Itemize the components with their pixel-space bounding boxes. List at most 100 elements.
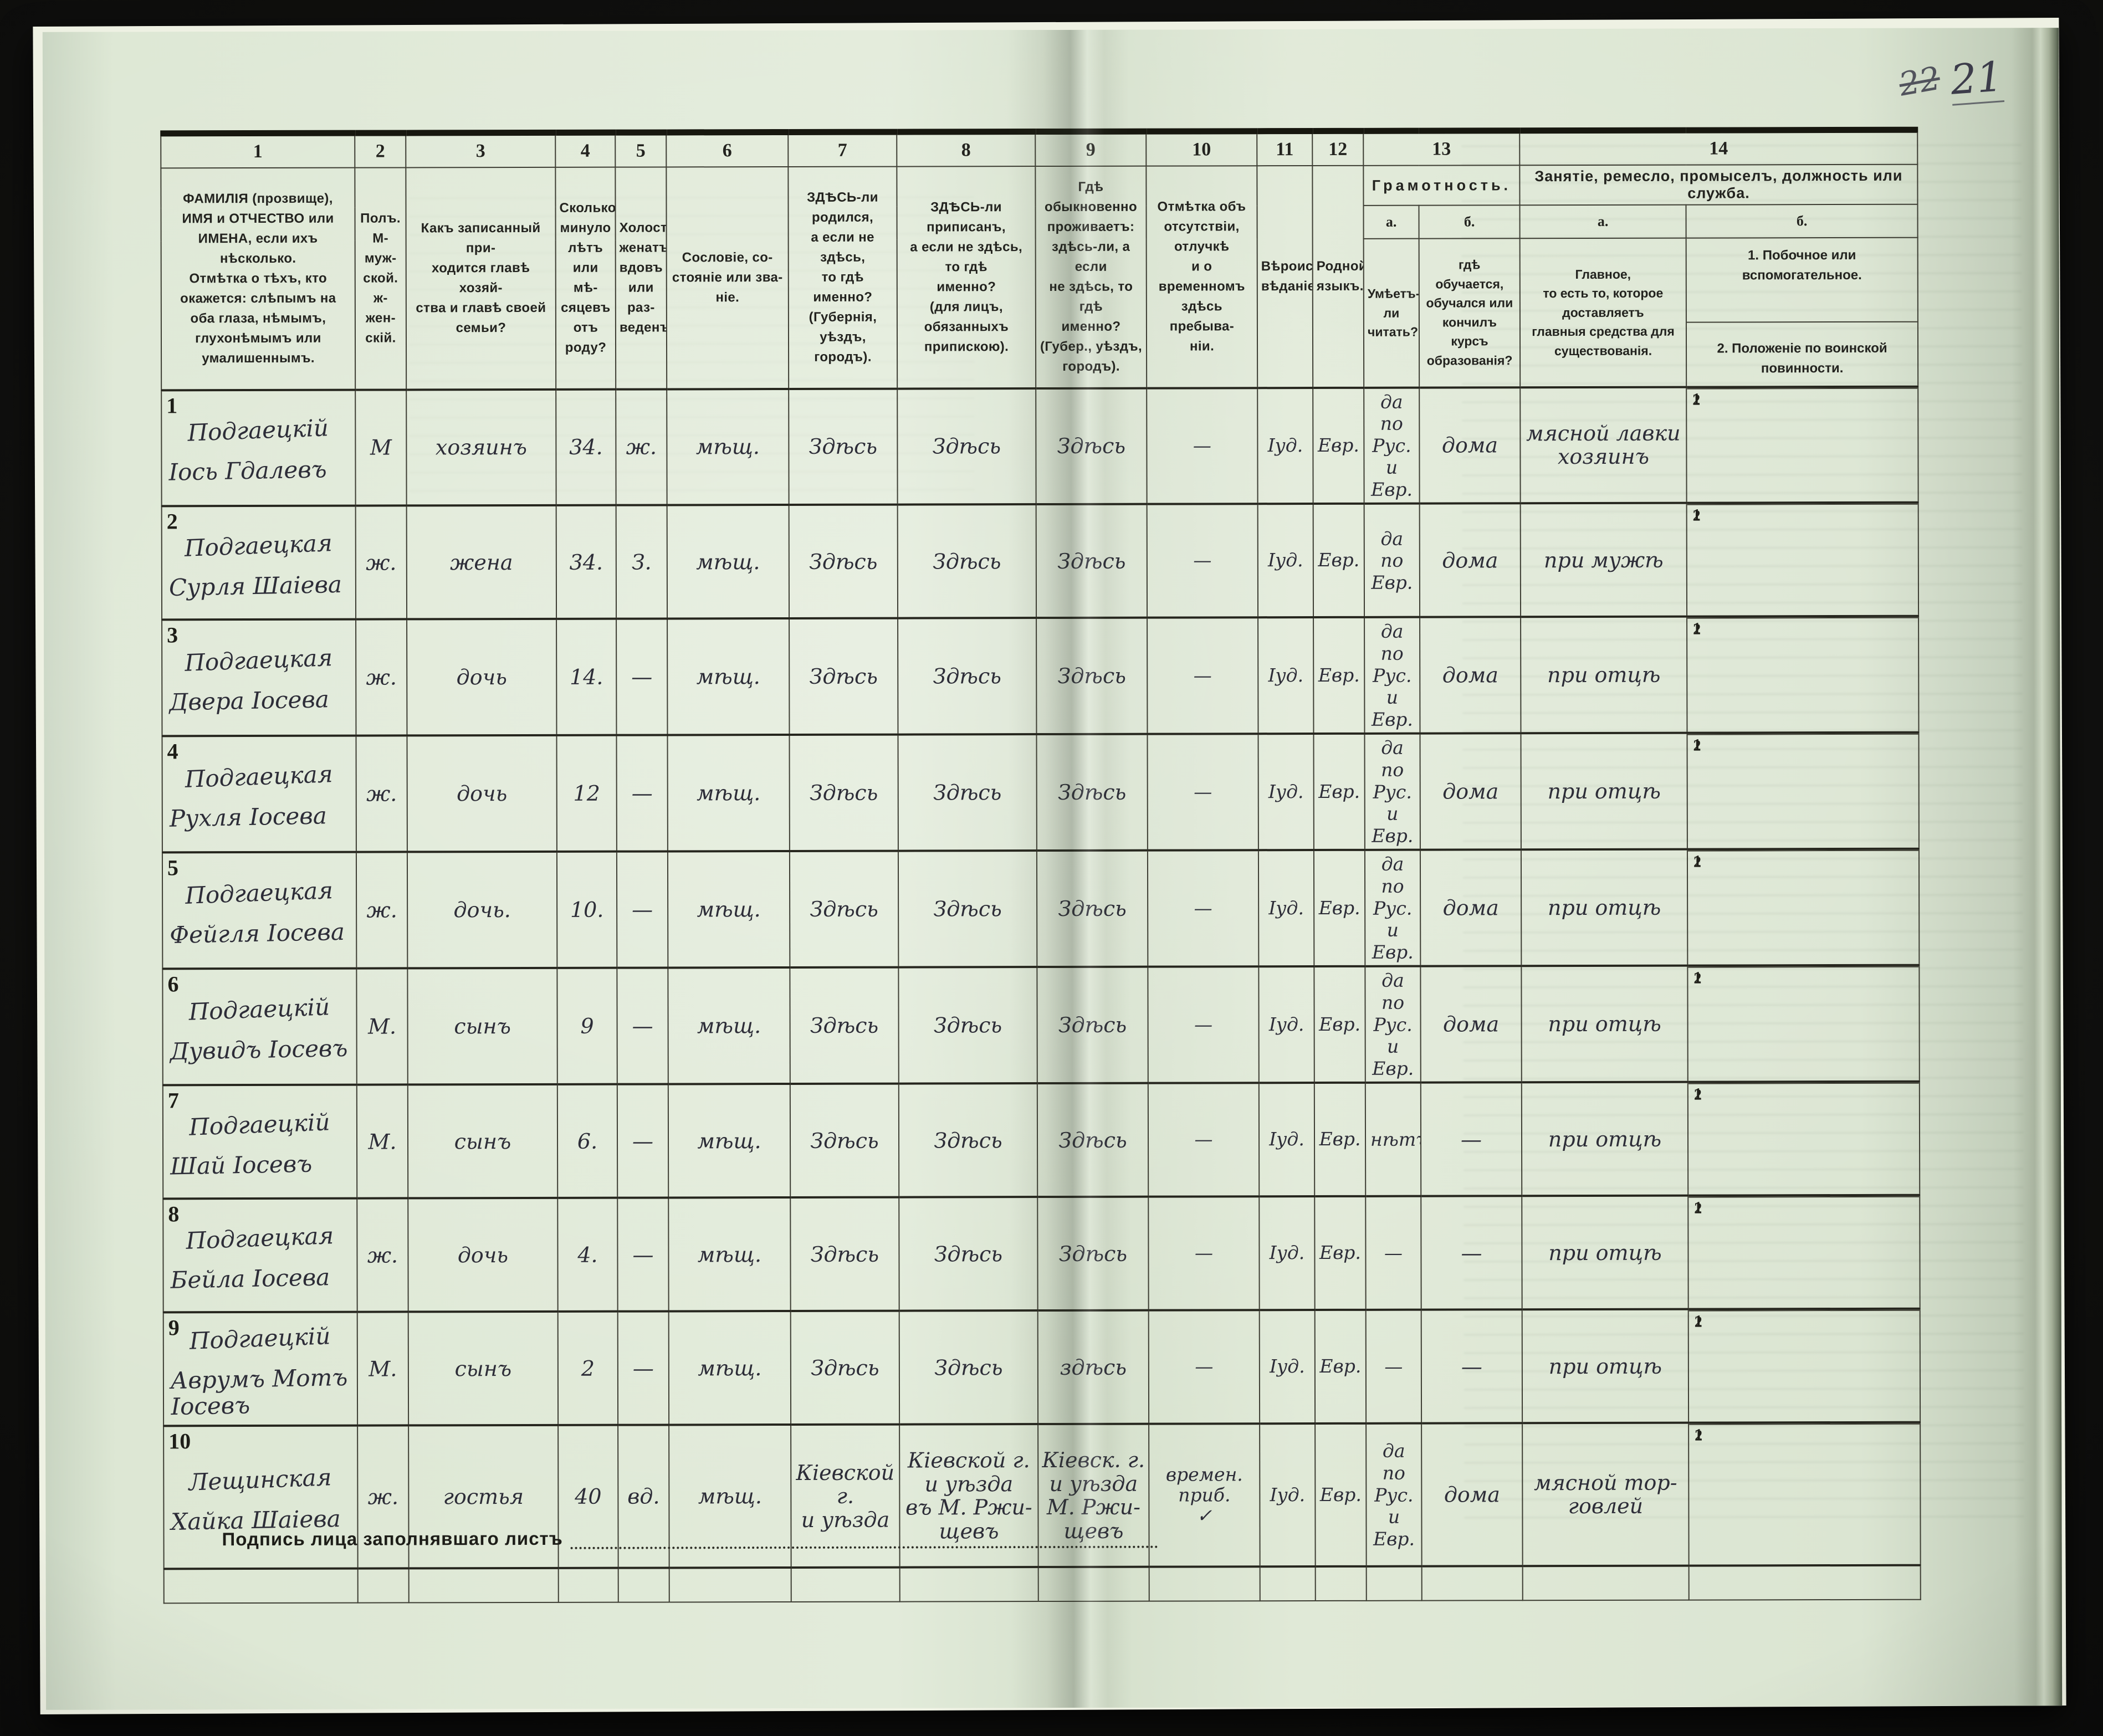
empty-cell <box>1421 1566 1523 1601</box>
hw-age: 10. <box>570 897 604 922</box>
hw-sex: М. <box>369 1356 397 1381</box>
cell-language: Евр. <box>1313 850 1365 967</box>
col-10-number: 10 <box>1146 131 1257 166</box>
hw-resides: Здѣсь <box>1057 433 1126 459</box>
table-row: 2 Подгаецкая Сурля Шаіева ж. жена 34. З.… <box>161 503 1919 620</box>
cell-resides: здѣсь <box>1037 1310 1149 1425</box>
cell-relation: дочь <box>407 735 557 852</box>
cell-sex: М. <box>357 1312 409 1426</box>
hw-estate: мѣщ. <box>698 1484 762 1509</box>
cell-age: 9 <box>557 968 617 1085</box>
cell-occupation-secondary: 1 2 <box>1687 1082 1920 1196</box>
cell-language: Евр. <box>1314 1310 1367 1424</box>
hw-religion: Іуд. <box>1267 434 1303 457</box>
cell-registered-here: Здѣсь <box>899 1197 1038 1311</box>
cell-estate: мѣщ. <box>668 967 790 1084</box>
col-4-desc: Сколько минуло лѣтъ или мѣ- сяцевъ отъ р… <box>555 167 616 390</box>
slot-2-number: 2 <box>1693 621 1701 639</box>
hw-education: — <box>1460 1126 1482 1152</box>
hw-resides: Здѣсь <box>1057 549 1126 573</box>
cell-resides: Здѣсь <box>1036 851 1148 967</box>
cell-occupation-main: при отцѣ <box>1521 849 1688 966</box>
cell-education: дома <box>1420 733 1521 851</box>
col-7-desc: ЗДѢСЬ-ли родился, а если не здѣсь, то гд… <box>788 166 898 389</box>
cell-language: Евр. <box>1314 1083 1366 1197</box>
cell-religion: Іуд. <box>1259 1196 1315 1310</box>
cell-resides: Здѣсь <box>1037 1196 1149 1311</box>
cell-literacy: да по Рус. и Евр. <box>1364 617 1420 734</box>
hw-sex: М. <box>368 1129 397 1154</box>
hw-surname: Подгаецкій <box>188 1322 331 1355</box>
hw-marital: З. <box>631 550 652 575</box>
cell-sex: М <box>355 389 407 506</box>
cell-estate: мѣщ. <box>667 505 790 619</box>
cell-education: дома <box>1420 849 1522 966</box>
slot-2-number: 2 <box>1695 1427 1703 1445</box>
col-3-number: 3 <box>406 132 556 168</box>
hw-absence-note: времен. приб. ✓ <box>1165 1463 1243 1527</box>
slot-2-number: 2 <box>1694 1200 1702 1217</box>
row-number: 1 <box>166 392 178 418</box>
cell-resides: Здѣсь <box>1036 734 1148 851</box>
hw-born-here: Здѣсь <box>809 434 878 459</box>
row-number: 7 <box>167 1088 179 1113</box>
cell-literacy: да по Рус. и Евр. <box>1364 734 1420 851</box>
cell-estate: мѣщ. <box>668 1311 791 1425</box>
cell-occupation-main: при отцѣ <box>1522 1195 1688 1310</box>
slot-2-number: 2 <box>1693 1086 1702 1104</box>
col-12-desc: Родной языкъ. <box>1312 165 1364 388</box>
table-row: 1 Подгаецкій Іось Гдалевъ М хозяинъ 34. … <box>161 386 1918 506</box>
cell-occupation-main: при мужѣ <box>1520 503 1687 617</box>
table-row: 9 Подгаецкій Аврумъ Мотъ Іосевъ М. сынъ … <box>163 1309 1921 1426</box>
cell-name: 2 Подгаецкая Сурля Шаіева <box>161 506 356 620</box>
row-number: 8 <box>168 1201 180 1227</box>
cell-estate: мѣщ. <box>668 1197 791 1312</box>
hw-age: 9 <box>580 1013 594 1038</box>
cell-born-here: Здѣсь <box>790 967 899 1084</box>
hw-born-here: Здѣсь <box>810 897 878 922</box>
col-1-number: 1 <box>161 133 355 168</box>
hw-resides: Здѣсь <box>1058 1012 1127 1038</box>
col-5-desc: Холостъ, женатъ, вдовъ или раз- веденъ. <box>615 167 667 390</box>
table-footer-strip <box>163 1565 1921 1604</box>
hw-resides: Здѣсь <box>1058 1241 1128 1266</box>
cell-absence-note: — <box>1147 617 1258 735</box>
cell-religion: Іуд. <box>1257 504 1314 618</box>
cell-born-here: Здѣсь <box>789 505 898 619</box>
hw-religion: Іуд. <box>1268 780 1304 803</box>
hw-surname: Подгаецкая <box>184 877 334 910</box>
hw-estate: мѣщ. <box>696 664 760 689</box>
cell-literacy: да по Евр. <box>1364 504 1420 618</box>
col-7-number: 7 <box>788 132 897 167</box>
empty-row <box>163 1565 1921 1604</box>
hw-surname: Лещинская <box>188 1463 332 1497</box>
hw-registered-here: Здѣсь <box>933 1013 1002 1038</box>
slot-2-number: 2 <box>1693 737 1701 755</box>
cell-literacy: нѣтъ <box>1365 1082 1421 1197</box>
col-14b-item-2: 2. Положеніе по воинской повинности. <box>1686 321 1918 387</box>
cell-religion: Іуд. <box>1260 1423 1316 1567</box>
cell-relation: сынъ <box>408 1312 559 1426</box>
name-block: Подгаецкая Двера Іосева <box>167 642 350 716</box>
column-desc-row: ФАМИЛІЯ (прозвище), ИМЯ и ОТЧЕСТВО или И… <box>161 164 1918 390</box>
hw-given-name: Рухля Іосева <box>169 802 328 833</box>
hw-religion: Іуд. <box>1268 664 1304 687</box>
hw-marital: — <box>632 897 653 922</box>
hw-estate: мѣщ. <box>695 434 760 459</box>
hw-religion: Іуд. <box>1269 1242 1305 1264</box>
hw-occupation-main: при мужѣ <box>1543 547 1664 572</box>
hw-born-here: Здѣсь <box>809 549 878 574</box>
hw-given-name: Фейгля Іосева <box>169 918 345 949</box>
cell-occupation-secondary: 1 2 <box>1688 1309 1921 1423</box>
cell-absence-note: — <box>1148 966 1259 1083</box>
cell-resides: Здѣсь <box>1037 967 1148 1084</box>
hw-occupation-main: при отцѣ <box>1548 1011 1661 1037</box>
hw-occupation-main: при отцѣ <box>1547 662 1661 688</box>
hw-occupation-main: мясной тор- говлей <box>1534 1470 1677 1519</box>
cell-sex: М. <box>356 1084 408 1199</box>
cell-language: Евр. <box>1315 1423 1367 1567</box>
hw-literacy: да по Рус. и Евр. <box>1373 1440 1415 1550</box>
signature-line: Подпись лица заполнявшаго листъ <box>222 1527 1158 1550</box>
cell-marital: — <box>616 851 668 969</box>
hw-sex: ж. <box>366 898 397 923</box>
